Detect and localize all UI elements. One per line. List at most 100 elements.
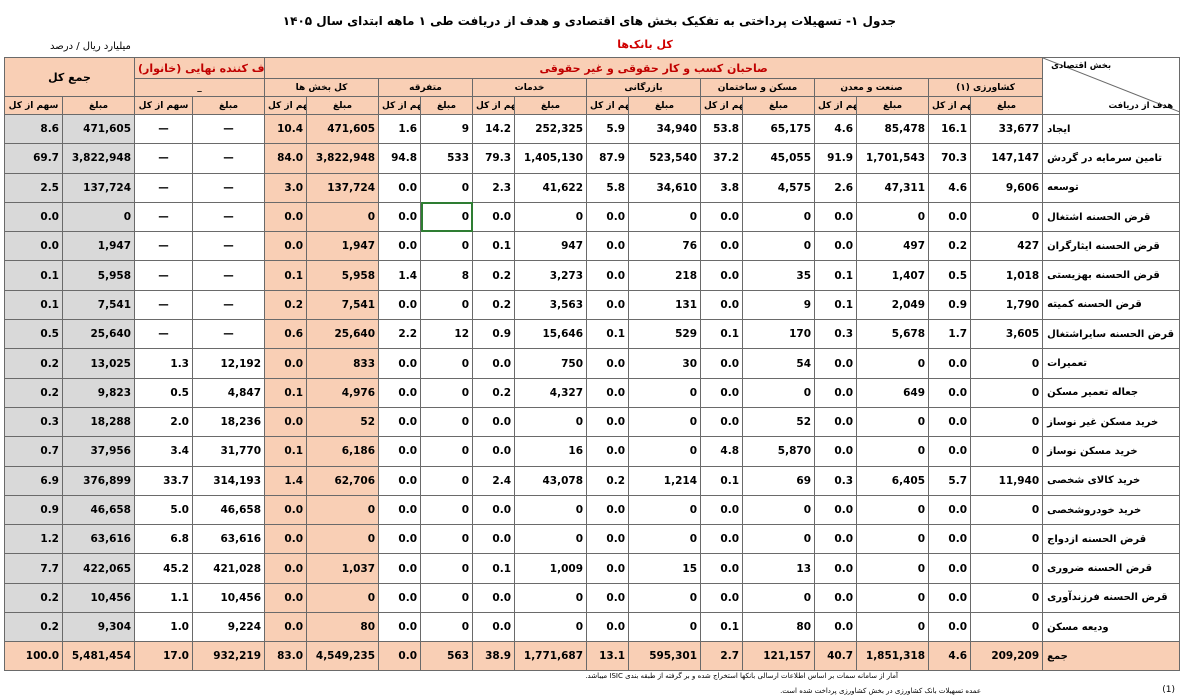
cell-serv-share[interactable]: 0.1 bbox=[472, 553, 516, 584]
cell-serv-share[interactable]: 0.1 bbox=[472, 231, 516, 262]
cell-agr-amt[interactable]: 1,018 bbox=[970, 260, 1044, 291]
cell-ind-share[interactable]: 0.0 bbox=[814, 582, 858, 614]
cell-trade-share[interactable]: 0.0 bbox=[586, 377, 630, 408]
cell-cons-share[interactable]: — bbox=[134, 201, 193, 233]
cell-total-amt[interactable]: 18,288 bbox=[62, 406, 135, 438]
cell-cons-amt[interactable]: — bbox=[191, 289, 266, 321]
cell-hous-share[interactable]: 0.0 bbox=[700, 524, 744, 555]
cell-total-share[interactable]: 100.0 bbox=[4, 641, 63, 672]
cell-agr-share[interactable]: 5.7 bbox=[928, 465, 972, 496]
cell-cons-amt[interactable]: 31,770 bbox=[191, 436, 266, 467]
cell-cons-share[interactable]: 45.2 bbox=[134, 553, 193, 584]
cell-misc-amt[interactable]: 0 bbox=[420, 582, 474, 614]
cell-all-amt[interactable]: 80 bbox=[306, 612, 380, 643]
cell-all-amt[interactable]: 0 bbox=[306, 582, 380, 614]
cell-agr-amt[interactable]: 11,940 bbox=[970, 465, 1044, 496]
cell-cons-amt[interactable]: 932,219 bbox=[191, 641, 266, 672]
cell-misc-share[interactable]: 1.4 bbox=[378, 260, 422, 291]
cell-agr-share[interactable]: 4.6 bbox=[928, 641, 972, 672]
cell-total-share[interactable]: 6.9 bbox=[4, 465, 63, 496]
cell-all-share[interactable]: 0.6 bbox=[264, 319, 308, 350]
cell-ind-amt[interactable]: 85,478 bbox=[856, 113, 930, 145]
cell-ind-amt[interactable]: 0 bbox=[856, 406, 930, 438]
cell-hous-amt[interactable]: 0 bbox=[742, 231, 816, 262]
cell-total-share[interactable]: 0.0 bbox=[4, 201, 63, 233]
cell-hous-share[interactable]: 0.1 bbox=[700, 612, 744, 643]
cell-agr-share[interactable]: 4.6 bbox=[928, 172, 972, 203]
cell-serv-amt[interactable]: 0 bbox=[514, 612, 588, 643]
cell-trade-share[interactable]: 0.0 bbox=[586, 231, 630, 262]
cell-trade-amt[interactable]: 0 bbox=[628, 524, 702, 555]
cell-misc-amt[interactable]: 0 bbox=[420, 348, 474, 379]
cell-hous-share[interactable]: 37.2 bbox=[700, 143, 744, 174]
cell-cons-share[interactable]: 17.0 bbox=[134, 641, 193, 672]
cell-ind-amt[interactable]: 649 bbox=[856, 377, 930, 408]
cell-misc-amt[interactable]: 0 bbox=[420, 553, 474, 584]
cell-total-amt[interactable]: 5,958 bbox=[62, 260, 135, 291]
cell-all-share[interactable]: 0.1 bbox=[264, 436, 308, 467]
cell-ind-amt[interactable]: 1,851,318 bbox=[856, 641, 930, 672]
cell-total-amt[interactable]: 9,823 bbox=[62, 377, 135, 408]
cell-serv-amt[interactable]: 1,771,687 bbox=[514, 641, 588, 672]
cell-serv-amt[interactable]: 1,009 bbox=[514, 553, 588, 584]
cell-trade-amt[interactable]: 523,540 bbox=[628, 143, 702, 174]
cell-all-amt[interactable]: 4,976 bbox=[306, 377, 380, 408]
cell-serv-amt[interactable]: 0 bbox=[514, 524, 588, 555]
cell-total-share[interactable]: 0.7 bbox=[4, 436, 63, 467]
cell-hous-share[interactable]: 0.1 bbox=[700, 319, 744, 350]
cell-all-share[interactable]: 0.0 bbox=[264, 582, 308, 614]
cell-hous-share[interactable]: 0.0 bbox=[700, 582, 744, 614]
cell-serv-share[interactable]: 79.3 bbox=[472, 143, 516, 174]
cell-trade-share[interactable]: 13.1 bbox=[586, 641, 630, 672]
cell-cons-amt[interactable]: — bbox=[191, 231, 266, 262]
cell-all-share[interactable]: 0.0 bbox=[264, 231, 308, 262]
cell-hous-share[interactable]: 4.8 bbox=[700, 436, 744, 467]
cell-trade-share[interactable]: 0.0 bbox=[586, 201, 630, 233]
cell-trade-share[interactable]: 0.0 bbox=[586, 553, 630, 584]
cell-total-share[interactable]: 0.0 bbox=[4, 231, 63, 262]
cell-total-amt[interactable]: 25,640 bbox=[62, 319, 135, 350]
cell-serv-amt[interactable]: 252,325 bbox=[514, 113, 588, 145]
cell-hous-amt[interactable]: 35 bbox=[742, 260, 816, 291]
cell-cons-amt[interactable]: — bbox=[191, 172, 266, 203]
cell-ind-share[interactable]: 0.0 bbox=[814, 201, 858, 233]
cell-trade-share[interactable]: 0.0 bbox=[586, 582, 630, 614]
cell-misc-share[interactable]: 0.0 bbox=[378, 289, 422, 321]
cell-ind-share[interactable]: 0.1 bbox=[814, 289, 858, 321]
cell-ind-share[interactable]: 0.0 bbox=[814, 406, 858, 438]
cell-total-amt[interactable]: 3,822,948 bbox=[62, 143, 135, 174]
cell-ind-amt[interactable]: 1,701,543 bbox=[856, 143, 930, 174]
cell-ind-share[interactable]: 0.0 bbox=[814, 494, 858, 526]
cell-agr-share[interactable]: 0.0 bbox=[928, 612, 972, 643]
cell-misc-amt[interactable]: 533 bbox=[420, 143, 474, 174]
cell-all-amt[interactable]: 1,037 bbox=[306, 553, 380, 584]
cell-trade-amt[interactable]: 131 bbox=[628, 289, 702, 321]
cell-misc-share[interactable]: 0.0 bbox=[378, 348, 422, 379]
cell-hous-amt[interactable]: 0 bbox=[742, 377, 816, 408]
cell-misc-share[interactable]: 94.8 bbox=[378, 143, 422, 174]
cell-trade-share[interactable]: 0.0 bbox=[586, 494, 630, 526]
cell-serv-amt[interactable]: 0 bbox=[514, 582, 588, 614]
cell-misc-share[interactable]: 0.0 bbox=[378, 465, 422, 496]
cell-cons-amt[interactable]: — bbox=[191, 201, 266, 233]
cell-trade-amt[interactable]: 15 bbox=[628, 553, 702, 584]
cell-misc-share[interactable]: 0.0 bbox=[378, 524, 422, 555]
cell-hous-share[interactable]: 0.0 bbox=[700, 348, 744, 379]
cell-misc-amt[interactable]: 8 bbox=[420, 260, 474, 291]
cell-trade-share[interactable]: 0.0 bbox=[586, 436, 630, 467]
cell-agr-amt[interactable]: 0 bbox=[970, 406, 1044, 438]
cell-serv-amt[interactable]: 43,078 bbox=[514, 465, 588, 496]
cell-total-share[interactable]: 2.5 bbox=[4, 172, 63, 203]
cell-agr-amt[interactable]: 427 bbox=[970, 231, 1044, 262]
cell-ind-amt[interactable]: 47,311 bbox=[856, 172, 930, 203]
cell-serv-amt[interactable]: 16 bbox=[514, 436, 588, 467]
cell-trade-amt[interactable]: 0 bbox=[628, 377, 702, 408]
cell-cons-share[interactable]: 3.4 bbox=[134, 436, 193, 467]
cell-agr-amt[interactable]: 0 bbox=[970, 436, 1044, 467]
cell-agr-amt[interactable]: 0 bbox=[970, 582, 1044, 614]
cell-hous-share[interactable]: 0.0 bbox=[700, 553, 744, 584]
cell-hous-share[interactable]: 0.0 bbox=[700, 406, 744, 438]
cell-total-amt[interactable]: 9,304 bbox=[62, 612, 135, 643]
cell-cons-amt[interactable]: 12,192 bbox=[191, 348, 266, 379]
cell-total-amt[interactable]: 471,605 bbox=[62, 113, 135, 145]
